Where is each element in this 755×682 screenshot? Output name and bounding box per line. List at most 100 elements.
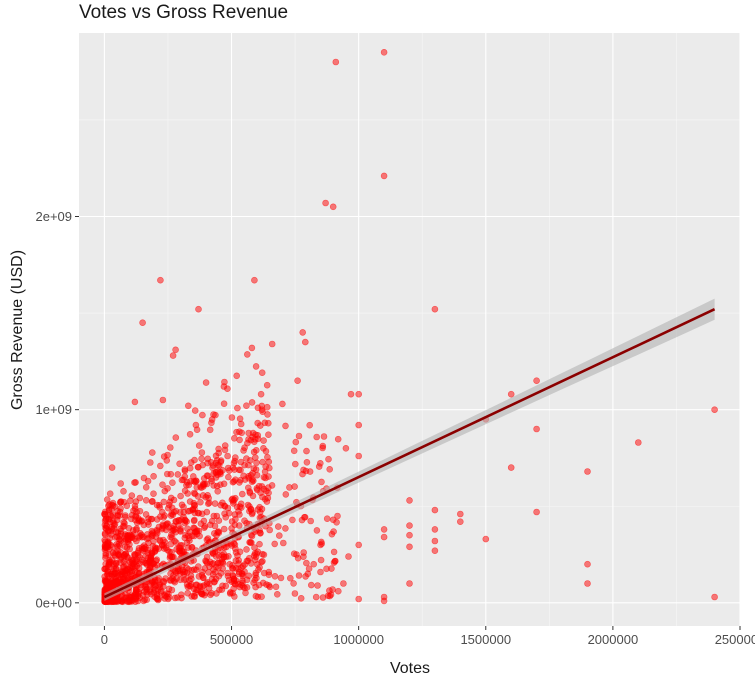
data-point bbox=[121, 571, 129, 579]
data-point bbox=[144, 591, 151, 598]
data-point bbox=[279, 400, 286, 408]
data-point bbox=[197, 498, 204, 506]
data-point bbox=[380, 172, 388, 180]
data-point bbox=[329, 203, 337, 211]
data-point bbox=[175, 544, 183, 552]
data-point bbox=[228, 414, 236, 421]
data-point bbox=[406, 522, 413, 529]
data-point bbox=[252, 363, 260, 370]
data-point bbox=[323, 565, 330, 573]
data-point bbox=[131, 502, 139, 510]
data-point bbox=[178, 591, 185, 599]
data-point bbox=[259, 557, 266, 565]
data-point bbox=[220, 400, 228, 408]
data-point bbox=[204, 535, 212, 542]
data-point bbox=[303, 458, 311, 466]
data-point bbox=[128, 556, 135, 564]
data-point bbox=[108, 464, 116, 471]
data-point bbox=[584, 580, 591, 587]
data-point bbox=[147, 562, 154, 569]
data-point bbox=[188, 593, 195, 600]
data-point bbox=[507, 464, 515, 471]
data-point bbox=[243, 557, 251, 565]
x-tick-label: 2000000 bbox=[588, 632, 639, 647]
data-point bbox=[302, 467, 310, 475]
data-point bbox=[215, 564, 222, 572]
data-point bbox=[169, 479, 176, 487]
data-point bbox=[231, 511, 239, 518]
data-point bbox=[122, 512, 129, 519]
data-point bbox=[250, 465, 258, 472]
data-point bbox=[168, 531, 175, 538]
data-point bbox=[249, 429, 257, 437]
data-point bbox=[507, 390, 515, 398]
data-point bbox=[228, 518, 236, 525]
data-point bbox=[204, 459, 211, 467]
data-point bbox=[149, 449, 156, 456]
data-point bbox=[263, 403, 271, 411]
data-point bbox=[248, 399, 256, 406]
data-point bbox=[333, 518, 340, 526]
data-point bbox=[140, 521, 148, 529]
data-point bbox=[191, 516, 198, 524]
data-point bbox=[211, 500, 219, 507]
data-point bbox=[711, 593, 718, 601]
data-point bbox=[264, 453, 271, 461]
data-point bbox=[215, 572, 223, 580]
data-point bbox=[198, 455, 205, 463]
data-point bbox=[330, 559, 338, 566]
data-point bbox=[262, 447, 270, 455]
data-point bbox=[275, 532, 283, 539]
data-point bbox=[431, 537, 439, 545]
data-point bbox=[159, 481, 166, 489]
data-point bbox=[200, 582, 208, 589]
data-point bbox=[183, 564, 190, 572]
data-point bbox=[247, 471, 255, 479]
data-point bbox=[175, 522, 182, 529]
data-point bbox=[256, 503, 263, 511]
data-point bbox=[170, 496, 178, 504]
data-point bbox=[193, 426, 201, 434]
data-point bbox=[195, 563, 202, 570]
data-point bbox=[186, 430, 194, 438]
data-point bbox=[243, 402, 250, 410]
data-point bbox=[310, 560, 318, 568]
data-point bbox=[117, 527, 125, 535]
data-point bbox=[213, 468, 220, 476]
data-point bbox=[160, 498, 168, 506]
data-point bbox=[220, 553, 228, 561]
data-point bbox=[251, 276, 258, 284]
data-point bbox=[380, 48, 388, 56]
data-point bbox=[313, 433, 321, 441]
data-point bbox=[103, 496, 111, 503]
data-point bbox=[147, 459, 154, 466]
data-point bbox=[200, 574, 207, 582]
data-point bbox=[132, 593, 140, 601]
data-point bbox=[147, 554, 154, 561]
data-point bbox=[264, 411, 271, 418]
data-point bbox=[161, 545, 168, 552]
x-tick-label: 1000000 bbox=[333, 632, 384, 647]
data-point bbox=[213, 482, 221, 490]
data-point bbox=[190, 524, 197, 532]
data-point bbox=[132, 479, 139, 486]
data-point bbox=[167, 470, 175, 478]
data-point bbox=[290, 580, 297, 587]
x-axis-title: Votes bbox=[390, 660, 430, 677]
data-point bbox=[188, 575, 195, 583]
data-point bbox=[181, 466, 189, 473]
data-point bbox=[258, 369, 266, 377]
data-point bbox=[213, 512, 221, 520]
data-point bbox=[163, 593, 170, 601]
data-point bbox=[177, 492, 184, 500]
data-point bbox=[229, 571, 236, 579]
data-point bbox=[150, 490, 157, 498]
data-point bbox=[229, 495, 236, 503]
data-point bbox=[380, 526, 388, 533]
data-point bbox=[194, 493, 202, 500]
data-point bbox=[456, 510, 464, 518]
data-point bbox=[334, 587, 342, 595]
data-point bbox=[332, 58, 340, 66]
data-point bbox=[191, 509, 198, 517]
